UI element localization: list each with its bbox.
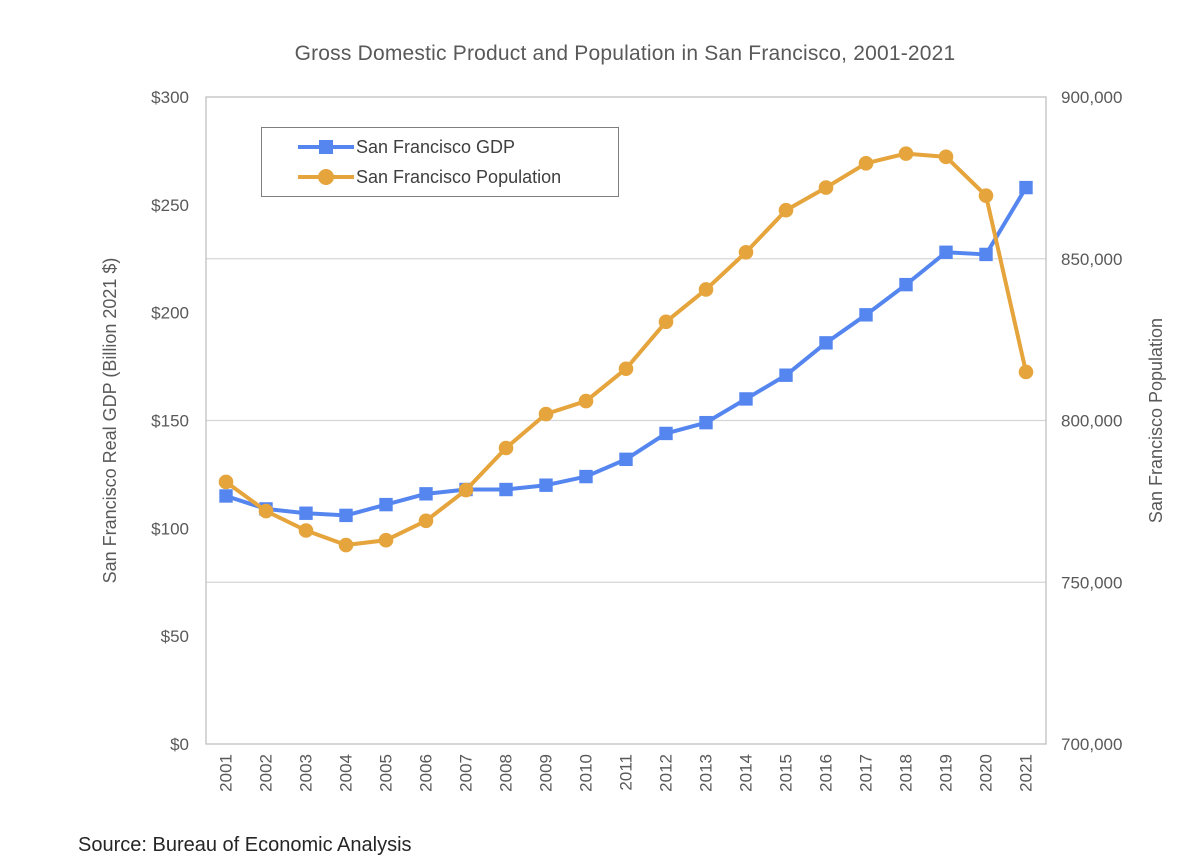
gdp-series-line — [224, 185, 1028, 518]
x-axis-tick-2002: 2002 — [257, 754, 276, 792]
population-series-swatch — [298, 168, 354, 186]
gdp-point-2018 — [899, 277, 913, 292]
x-axis-tick-2005: 2005 — [377, 754, 396, 792]
population-point-2007 — [458, 482, 474, 498]
x-axis-tick-2013: 2013 — [697, 754, 716, 792]
gdp-point-2020 — [979, 247, 993, 262]
left-axis-title: San Francisco Real GDP (Billion 2021 $) — [100, 258, 120, 584]
x-axis-tick-2018: 2018 — [897, 754, 916, 792]
gdp-point-2011 — [619, 452, 633, 467]
x-axis-tick-2006: 2006 — [417, 754, 436, 792]
population-point-2018 — [898, 146, 914, 161]
gdp-point-2008 — [499, 482, 513, 497]
population-point-2002 — [258, 503, 274, 519]
legend: San Francisco GDP San Francisco Populati… — [261, 127, 619, 197]
legend-item-population: San Francisco Population — [298, 166, 618, 188]
gdp-point-2009 — [539, 478, 553, 492]
population-point-2020 — [978, 188, 994, 203]
gdp-point-2001 — [219, 489, 233, 503]
population-point-2009 — [538, 406, 554, 422]
plot-border — [205, 96, 1047, 745]
gdp-point-2012 — [659, 426, 673, 441]
population-circle-marker-icon — [318, 169, 334, 185]
population-point-2010 — [578, 393, 594, 409]
gdp-series-swatch — [298, 138, 354, 156]
population-point-2021 — [1018, 364, 1034, 380]
legend-item-gdp: San Francisco GDP — [298, 136, 618, 158]
x-axis-tick-2020: 2020 — [977, 754, 996, 792]
left-axis-tick: $100 — [151, 519, 189, 538]
population-point-2004 — [338, 537, 354, 553]
x-axis-tick-2019: 2019 — [937, 754, 956, 792]
gdp-point-2005 — [379, 497, 393, 512]
gdp-point-2017 — [859, 308, 873, 322]
population-point-2015 — [778, 202, 794, 218]
left-axis-tick: $0 — [170, 735, 189, 754]
population-point-2016 — [818, 180, 834, 195]
x-axis-tick-2003: 2003 — [297, 754, 316, 792]
left-axis-tick: $250 — [151, 196, 189, 215]
gdp-square-marker-icon — [319, 140, 333, 154]
x-axis-tick-2001: 2001 — [217, 754, 236, 792]
gdp-point-2016 — [819, 336, 833, 350]
x-axis-tick-2021: 2021 — [1017, 754, 1036, 792]
x-axis-tick-2004: 2004 — [337, 754, 356, 792]
right-axis-tick: 750,000 — [1061, 573, 1122, 592]
x-axis-tick-2009: 2009 — [537, 754, 556, 792]
gdp-point-2014 — [739, 392, 753, 406]
left-axis-tick: $300 — [151, 88, 189, 107]
x-axis-tick-2011: 2011 — [617, 754, 636, 791]
x-axis-tick-2017: 2017 — [857, 754, 876, 792]
gdp-point-2003 — [299, 506, 313, 520]
x-axis-tick-2010: 2010 — [577, 754, 596, 792]
population-point-2014 — [738, 244, 754, 260]
gdp-point-2019 — [939, 245, 953, 259]
gdp-point-2013 — [699, 415, 713, 430]
population-point-2013 — [698, 282, 714, 297]
gdp-point-2015 — [779, 368, 793, 382]
right-axis-tick: 800,000 — [1061, 412, 1122, 431]
left-axis-tick: $200 — [151, 304, 189, 323]
gdp-point-2010 — [579, 469, 593, 484]
left-axis-tick: $50 — [161, 627, 189, 646]
right-axis-tick: 850,000 — [1061, 250, 1122, 269]
x-axis-tick-2007: 2007 — [457, 754, 476, 792]
right-axis-title: San Francisco Population — [1146, 318, 1166, 523]
x-axis-tick-2012: 2012 — [657, 754, 676, 792]
population-point-2006 — [418, 513, 434, 529]
right-axis-tick: 900,000 — [1061, 88, 1122, 107]
right-axis-tick: 700,000 — [1061, 735, 1122, 754]
x-axis-tick-2015: 2015 — [777, 754, 796, 792]
population-point-2017 — [858, 156, 874, 171]
population-point-2005 — [378, 532, 394, 548]
source-note: Source: Bureau of Economic Analysis — [78, 834, 412, 856]
chart-title: Gross Domestic Product and Population in… — [294, 42, 956, 65]
population-point-2012 — [658, 314, 674, 330]
population-point-2011 — [618, 361, 634, 377]
x-axis-tick-2016: 2016 — [817, 754, 836, 792]
population-point-2001 — [218, 474, 234, 490]
legend-label-gdp: San Francisco GDP — [356, 136, 516, 157]
population-series-line — [224, 151, 1028, 548]
x-axis-tick-2008: 2008 — [497, 754, 516, 792]
population-point-2019 — [938, 149, 954, 165]
population-point-2003 — [298, 523, 314, 538]
gdp-point-2004 — [339, 508, 353, 523]
x-axis-tick-2014: 2014 — [737, 754, 756, 792]
population-point-2008 — [498, 440, 514, 456]
gdp-point-2006 — [419, 487, 433, 501]
left-axis-tick: $150 — [151, 412, 189, 431]
legend-label-population: San Francisco Population — [356, 166, 562, 187]
gdp-point-2021 — [1019, 180, 1033, 195]
